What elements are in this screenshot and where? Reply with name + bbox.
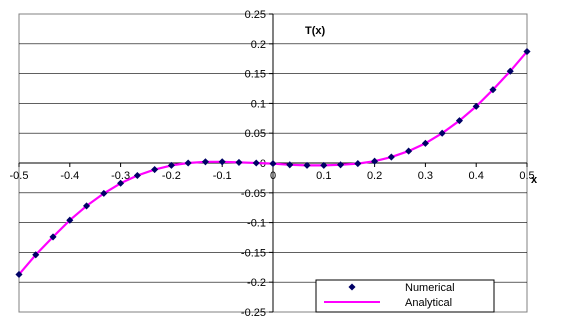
y-tick-label: 0.2	[251, 39, 266, 51]
x-tick-labels: -0.5 -0.4 -0.3 -0.2 -0.1 0 0.1 0.2 0.3 0.4 0.5	[10, 170, 535, 182]
legend-label-numerical: Numerical	[405, 282, 455, 294]
y-tick-labels: 0.250.20.150.10.050-0.05-0.1-0.15-0.2-0.…	[241, 9, 266, 319]
point-numerical	[371, 157, 379, 165]
point-numerical	[405, 147, 413, 155]
y-tick-label: -0.2	[247, 277, 266, 289]
point-numerical	[303, 161, 311, 169]
point-numerical	[32, 251, 40, 259]
y-axis-title: T(x)	[305, 25, 326, 37]
point-numerical	[421, 139, 429, 147]
legend: Numerical Analytical	[315, 279, 495, 313]
y-tick-label: -0.1	[247, 218, 266, 230]
point-numerical	[66, 216, 74, 224]
point-numerical	[83, 202, 91, 210]
point-numerical	[167, 161, 175, 169]
point-numerical	[201, 158, 209, 166]
x-tick-label: -0.1	[213, 170, 232, 182]
y-tick-label: -0.25	[241, 307, 266, 319]
x-tick-label: 0	[270, 170, 276, 182]
x-tick-label: 0.3	[418, 170, 433, 182]
x-tick-label: -0.4	[60, 170, 79, 182]
x-axis-title: x	[531, 174, 538, 186]
point-numerical	[133, 171, 141, 180]
point-numerical	[252, 159, 260, 167]
y-tick-label: 0.25	[245, 9, 266, 21]
point-numerical	[387, 153, 395, 161]
point-numerical	[354, 160, 362, 168]
x-tick-label: 0.5	[519, 170, 534, 182]
point-numerical	[117, 179, 125, 187]
x-tick-label: 0.2	[367, 170, 382, 182]
point-numerical	[235, 158, 243, 166]
point-numerical	[218, 158, 226, 166]
point-numerical	[286, 161, 294, 169]
point-numerical	[49, 233, 57, 241]
point-numerical	[523, 48, 531, 56]
point-numerical	[100, 189, 108, 197]
series-layer	[15, 48, 531, 278]
legend-label-analytical: Analytical	[405, 297, 452, 309]
legend-box	[315, 279, 495, 313]
x-tick-label: -0.5	[10, 170, 29, 182]
point-numerical	[320, 161, 328, 169]
point-numerical	[269, 160, 277, 168]
x-tick-label: 0.4	[469, 170, 484, 182]
x-tick-label: -0.2	[162, 170, 181, 182]
y-tick-label: -0.05	[241, 188, 266, 200]
y-tick-label: 0.1	[251, 98, 266, 110]
x-tick-label: -0.3	[111, 170, 130, 182]
point-numerical	[472, 102, 480, 110]
point-numerical	[455, 117, 463, 125]
y-tick-label: 0.05	[245, 128, 266, 140]
legend-marker-numerical	[348, 283, 356, 291]
point-numerical	[15, 270, 23, 278]
point-numerical	[337, 161, 345, 169]
point-numerical	[489, 86, 497, 94]
point-numerical	[184, 159, 192, 167]
point-numerical	[151, 166, 159, 174]
y-tick-label: 0.15	[245, 69, 266, 81]
y-tick-label: -0.15	[241, 247, 266, 259]
point-numerical	[438, 129, 446, 137]
x-tick-label: 0.1	[316, 170, 331, 182]
